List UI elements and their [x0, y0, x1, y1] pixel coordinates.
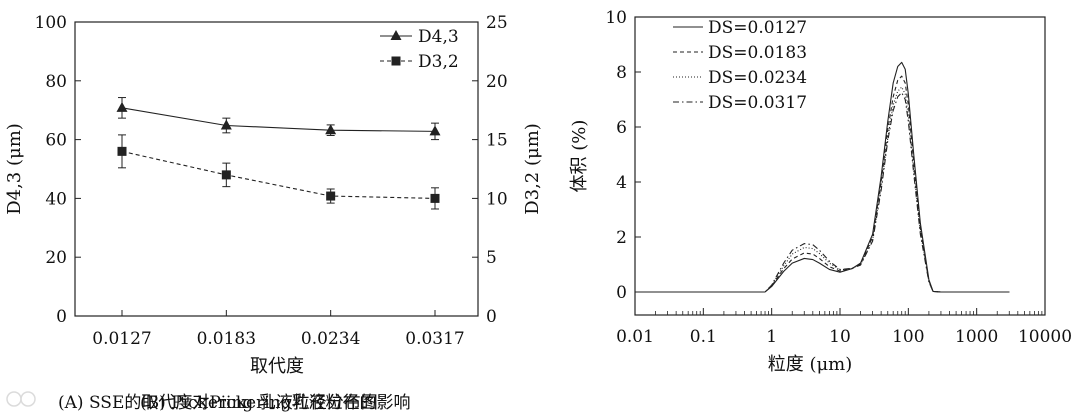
y-left-tick-label: 40: [45, 189, 67, 209]
chart-b-svg: 0 2 4 6 8 10 0.01 0.1 1 10 100 1000 10000 粒度 (μm) 体积 (…: [569, 8, 1072, 375]
chart-a-svg: 0 20 40 60 80 100 0 5 10 15 20 25 0.0127 0.0183 0.0234…: [4, 13, 543, 377]
data-point-D4,3: [220, 119, 232, 130]
x-tick-label: 10: [829, 327, 851, 347]
y-left-tick-label: 20: [45, 248, 67, 268]
legend-marker: [391, 56, 401, 66]
y-right-tick-label: 0: [486, 307, 497, 327]
legend-label: D3,2: [418, 52, 459, 72]
y-right-tick-label: 10: [486, 189, 508, 209]
x-tick-label: 0.0183: [197, 329, 256, 349]
legend-label: DS=0.0183: [708, 43, 807, 63]
y-right-tick-label: 20: [486, 72, 508, 92]
series-line-DS=0.0317: [635, 92, 1010, 293]
legend-marker: [390, 30, 402, 40]
data-point-D3,2: [117, 146, 127, 156]
x-tick-label: 0.1: [690, 327, 717, 347]
series-line-D3,2: [121, 150, 436, 199]
y-tick-label: 4: [616, 173, 627, 193]
y-left-tick-label: 60: [45, 131, 67, 151]
y-left-tick-label: 100: [35, 13, 67, 33]
y-tick-label: 8: [616, 63, 627, 83]
data-point-D3,2: [326, 191, 336, 201]
legend-label: DS=0.0127: [708, 18, 807, 38]
data-point-D3,2: [221, 170, 231, 180]
legend-label: D4,3: [418, 27, 459, 47]
series-line-DS=0.0127: [635, 61, 1010, 293]
x-tick-label: 0.0317: [405, 329, 464, 349]
y-tick-label: 6: [616, 118, 627, 138]
y-right-tick-label: 15: [486, 131, 508, 151]
y-right-tick-label: 25: [486, 13, 508, 33]
x-axis-label: 粒度 (μm): [768, 354, 853, 375]
legend-label: DS=0.0234: [708, 68, 807, 88]
data-point-D4,3: [116, 101, 128, 112]
x-tick-label: 0.01: [616, 327, 654, 347]
series-line-DS=0.0183: [635, 75, 1010, 293]
x-tick-label: 10000: [1018, 327, 1072, 347]
y-right-axis-label: D3,2 (μm): [522, 123, 543, 215]
y-left-tick-label: 0: [56, 307, 67, 327]
x-tick-label: 100: [892, 327, 924, 347]
panel-a: 0 20 40 60 80 100 0 5 10 15 20 25 0.0127 0.0183 0.0234…: [4, 13, 543, 377]
y-tick-label: 0: [616, 283, 627, 303]
series-line-D4,3: [121, 107, 436, 132]
x-tick-label: 0.0234: [301, 329, 360, 349]
y-left-axis-label: D4,3 (μm): [4, 123, 25, 215]
data-point-D3,2: [430, 193, 440, 203]
y-left-tick-label: 80: [45, 72, 67, 92]
caption-b: (B) Pickering 乳液粒径分布图: [140, 393, 378, 413]
x-tick-label: 1000: [955, 327, 998, 347]
x-tick-label: 1: [766, 327, 777, 347]
legend-label: DS=0.0317: [708, 93, 807, 113]
y-tick-label: 10: [605, 8, 627, 28]
caption-a: (A) SSE的取代度对Pickering乳液粒径的影响: [58, 393, 411, 413]
y-right-tick-label: 5: [486, 248, 497, 268]
y-axis-label: 体积 (%): [569, 120, 590, 193]
data-point-D4,3: [429, 125, 441, 136]
y-tick-label: 2: [616, 228, 627, 248]
plot-frame: [74, 21, 479, 317]
x-tick-label: 0.0127: [92, 329, 151, 349]
data-point-D4,3: [325, 124, 337, 135]
panel-b: 0 2 4 6 8 10 0.01 0.1 1 10 100 1000 10000 粒度 (μm) 体积 (…: [560, 0, 1080, 418]
watermark-logo-icon: [6, 391, 36, 407]
x-axis-label: 取代度: [250, 356, 304, 377]
